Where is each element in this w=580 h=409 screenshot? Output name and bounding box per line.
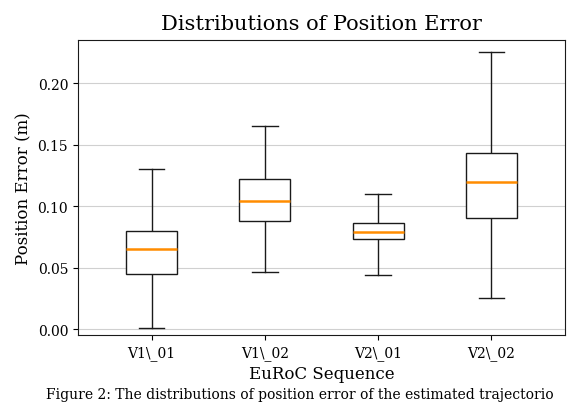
Bar xyxy=(353,224,404,240)
Bar xyxy=(466,154,517,219)
Y-axis label: Position Error (m): Position Error (m) xyxy=(15,112,32,264)
Text: Figure 2: The distributions of position error of the estimated trajectorio: Figure 2: The distributions of position … xyxy=(46,387,554,401)
Bar xyxy=(126,231,177,274)
X-axis label: EuRoC Sequence: EuRoC Sequence xyxy=(249,366,394,382)
Title: Distributions of Position Error: Distributions of Position Error xyxy=(161,15,482,34)
Bar xyxy=(240,180,291,221)
